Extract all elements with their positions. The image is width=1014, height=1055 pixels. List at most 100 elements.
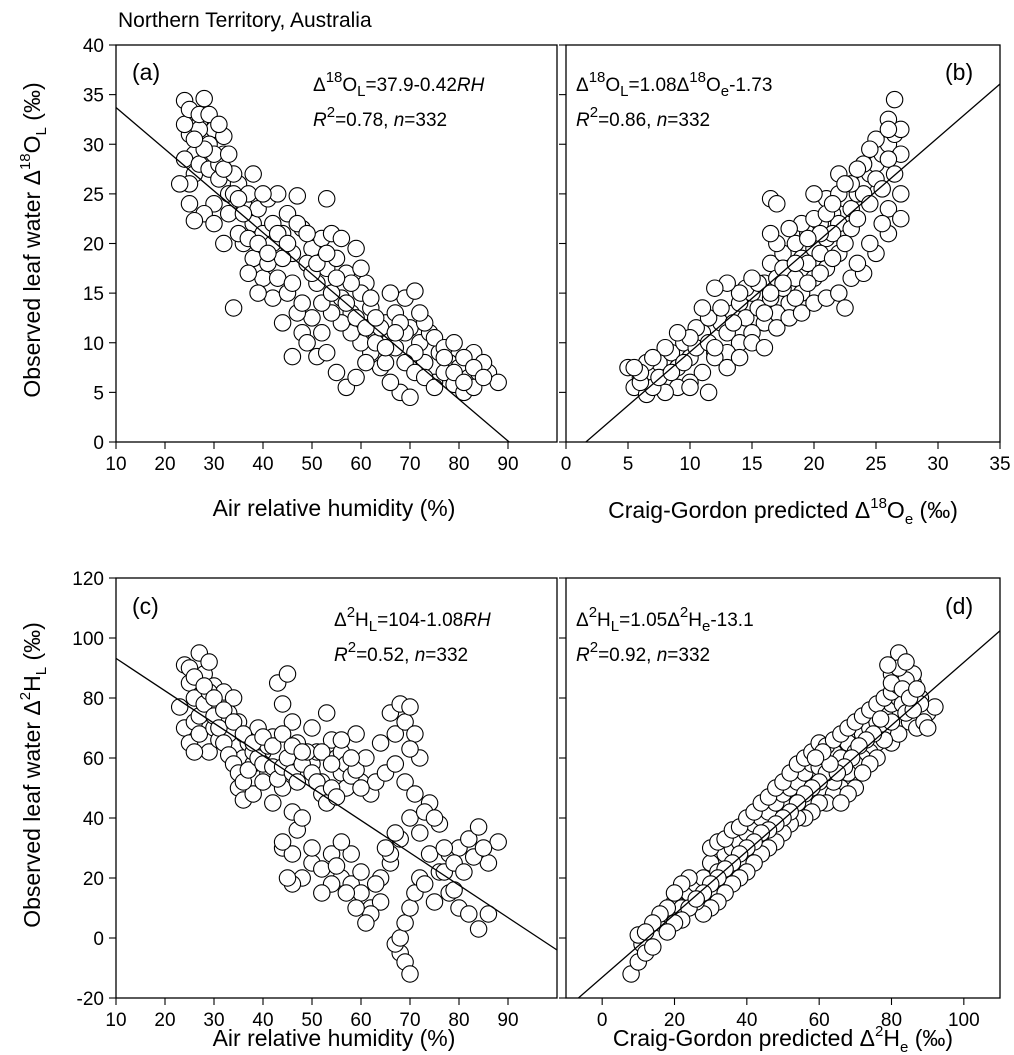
- data-point: [386, 324, 405, 342]
- data-point: [327, 269, 346, 287]
- data-point: [347, 368, 365, 387]
- scatter-points-d: [622, 644, 944, 983]
- data-point: [205, 214, 223, 233]
- data-point: [871, 710, 890, 728]
- data-point: [625, 358, 643, 377]
- data-point: [848, 254, 867, 273]
- data-point: [401, 740, 419, 758]
- x-tick-label: 60: [350, 454, 371, 475]
- x-tick-label: 40: [252, 454, 273, 475]
- data-point: [200, 653, 218, 671]
- regression-line-c: [116, 657, 557, 951]
- data-point: [229, 190, 248, 208]
- data-point: [892, 209, 910, 228]
- data-point: [219, 145, 238, 163]
- x-tick-label: 35: [989, 454, 1010, 475]
- stats-b: R2=0.86, n=332: [576, 104, 710, 131]
- equation-c: Δ2HL=104-1.08RH: [334, 604, 491, 635]
- panel-label-a: (a): [132, 59, 160, 85]
- data-point: [342, 749, 360, 767]
- data-point: [401, 899, 419, 917]
- data-point: [479, 854, 498, 872]
- data-point: [489, 833, 507, 851]
- data-point: [879, 656, 897, 674]
- x-tick-label: 40: [252, 1010, 273, 1031]
- data-point: [455, 373, 473, 392]
- data-point: [264, 737, 282, 755]
- data-point: [347, 725, 365, 743]
- y-tick-label: 40: [83, 809, 104, 830]
- data-point: [396, 914, 414, 932]
- data-point: [313, 324, 331, 342]
- data-point: [401, 698, 419, 716]
- data-point: [317, 244, 336, 263]
- data-point: [879, 150, 898, 168]
- data-point: [303, 309, 321, 327]
- x-axis-label-b: Craig-Gordon predicted Δ18Oe (‰): [608, 495, 958, 528]
- regression-line-b: [584, 83, 1000, 442]
- x-tick-label: 10: [679, 454, 700, 475]
- data-point: [755, 338, 774, 357]
- y-tick-label: 40: [83, 36, 104, 57]
- regression-line-a: [116, 107, 511, 442]
- data-point: [718, 358, 736, 377]
- data-point: [401, 809, 419, 827]
- data-point: [313, 743, 331, 761]
- data-point: [386, 824, 405, 842]
- data-point: [371, 734, 390, 752]
- data-point: [861, 140, 879, 158]
- data-point: [712, 299, 730, 317]
- data-point: [268, 185, 287, 203]
- data-point: [347, 899, 365, 917]
- data-point: [342, 274, 360, 292]
- data-point: [313, 884, 331, 902]
- panel-a: 10 20 30 40 50 60 70 80 90 0 5 10 15 20 25 30 35 40: [83, 36, 558, 475]
- figure-title: Northern Territory, Australia: [118, 9, 372, 32]
- data-point: [322, 284, 341, 302]
- data-point: [425, 893, 444, 911]
- data-point: [317, 343, 336, 362]
- data-point: [396, 773, 414, 791]
- data-point: [469, 818, 488, 836]
- data-point: [190, 725, 209, 743]
- data-point: [832, 794, 850, 812]
- x-tick-label: 0: [561, 454, 572, 475]
- data-point: [327, 857, 346, 875]
- data-point: [799, 274, 817, 292]
- data-point: [362, 289, 380, 307]
- data-point: [460, 830, 478, 848]
- equation-b: Δ18OL=1.08Δ18Oe-1.73: [576, 69, 772, 100]
- panel-c: 10 20 30 40 50 60 70 80 90 -20 0 20 40 60 80 100 120: [72, 569, 558, 1031]
- data-point: [293, 294, 311, 312]
- data-point: [687, 890, 705, 908]
- data-point: [283, 713, 302, 731]
- scatter-points-b: [619, 90, 910, 404]
- data-point: [215, 701, 233, 719]
- x-tick-label: 90: [497, 1010, 518, 1031]
- data-point: [283, 274, 302, 292]
- regression-line-d: [577, 630, 1000, 998]
- data-point: [823, 249, 842, 268]
- data-point: [406, 725, 424, 743]
- x-tick-label: 40: [736, 1010, 757, 1031]
- equation-a: Δ18OL=37.9-0.42RH: [313, 69, 485, 100]
- stats-a: R2=0.78, n=332: [313, 104, 447, 131]
- data-point: [352, 259, 370, 278]
- data-point: [244, 249, 262, 268]
- y-tick-label: 25: [83, 185, 104, 206]
- data-point: [283, 845, 302, 863]
- data-point: [215, 234, 233, 253]
- data-point: [386, 755, 405, 773]
- data-point: [249, 284, 267, 302]
- data-point: [273, 833, 292, 851]
- data-point: [411, 824, 429, 842]
- data-point: [885, 90, 904, 109]
- data-point: [853, 764, 872, 782]
- data-point: [656, 338, 674, 357]
- y-tick-label: 120: [72, 569, 104, 590]
- data-point: [371, 893, 390, 911]
- data-point: [288, 773, 307, 791]
- data-point: [298, 334, 316, 352]
- data-point: [327, 363, 346, 382]
- data-point: [823, 195, 842, 213]
